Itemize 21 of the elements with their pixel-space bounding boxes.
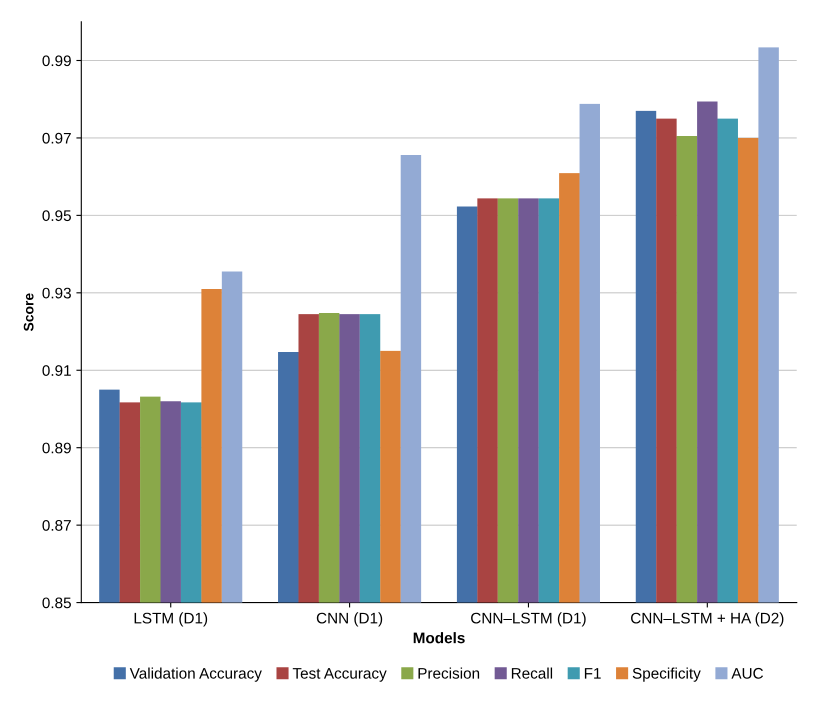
- y-tick-label: 0.95: [42, 210, 71, 222]
- x-axis-title: Models: [414, 632, 465, 644]
- y-tick-label: 0.89: [42, 442, 71, 454]
- y-tick-label: 0.87: [42, 520, 71, 531]
- y-tick-label: 0.91: [42, 365, 71, 376]
- legend-label: Specificity: [632, 668, 701, 682]
- x-tick-label: LSTM (D1): [134, 612, 208, 627]
- legend-label: Recall: [512, 668, 552, 679]
- y-tick-label: 0.85: [42, 597, 71, 608]
- legend-label: F1: [584, 668, 601, 679]
- y-tick-label: 0.97: [42, 132, 71, 144]
- legend-label: Test Accuracy: [292, 668, 387, 682]
- y-tick-label: 0.93: [42, 288, 71, 299]
- x-tick-label: CNN (D1): [316, 612, 382, 627]
- y-axis-title: Score: [24, 293, 34, 332]
- legend-label: AUC: [731, 668, 764, 679]
- y-tick-label: 0.99: [42, 55, 71, 66]
- legend-label: Validation Accuracy: [130, 668, 262, 682]
- legend-label: Precision: [418, 668, 480, 679]
- x-tick-label: CNN–LSTM (D1): [471, 612, 586, 627]
- x-tick-label: CNN–LSTM + HA (D2): [631, 612, 784, 627]
